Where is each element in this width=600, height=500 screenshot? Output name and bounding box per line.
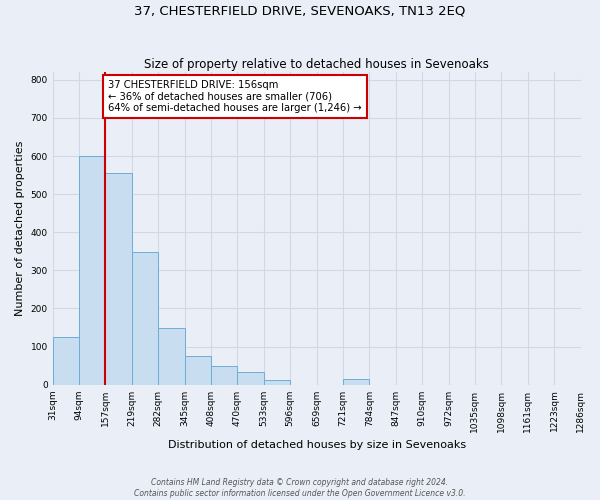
Bar xyxy=(343,380,370,384)
Text: 37, CHESTERFIELD DRIVE, SEVENOAKS, TN13 2EQ: 37, CHESTERFIELD DRIVE, SEVENOAKS, TN13 … xyxy=(134,5,466,18)
Bar xyxy=(264,380,290,384)
Bar xyxy=(185,356,211,384)
Bar xyxy=(106,173,132,384)
Bar xyxy=(158,328,185,384)
Bar xyxy=(132,252,158,384)
Bar xyxy=(79,156,106,384)
Text: 37 CHESTERFIELD DRIVE: 156sqm
← 36% of detached houses are smaller (706)
64% of : 37 CHESTERFIELD DRIVE: 156sqm ← 36% of d… xyxy=(108,80,362,113)
Y-axis label: Number of detached properties: Number of detached properties xyxy=(15,140,25,316)
Text: Contains HM Land Registry data © Crown copyright and database right 2024.
Contai: Contains HM Land Registry data © Crown c… xyxy=(134,478,466,498)
Title: Size of property relative to detached houses in Sevenoaks: Size of property relative to detached ho… xyxy=(144,58,489,71)
X-axis label: Distribution of detached houses by size in Sevenoaks: Distribution of detached houses by size … xyxy=(167,440,466,450)
Bar xyxy=(238,372,264,384)
Bar xyxy=(53,337,79,384)
Bar xyxy=(211,366,238,384)
